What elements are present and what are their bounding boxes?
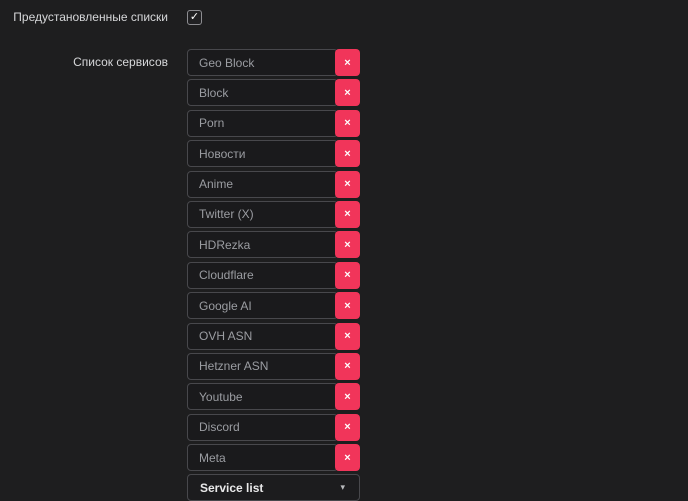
close-icon: × bbox=[344, 390, 351, 403]
remove-service-button[interactable]: × bbox=[335, 231, 360, 259]
service-list-item: Hetzner ASN × bbox=[187, 352, 360, 380]
service-name-field[interactable]: Meta bbox=[187, 444, 338, 472]
service-list-item: Youtube × bbox=[187, 383, 360, 411]
close-icon: × bbox=[344, 299, 351, 312]
close-icon: × bbox=[344, 208, 351, 221]
service-list-item: Porn × bbox=[187, 109, 360, 137]
service-name-field[interactable]: Discord bbox=[187, 413, 338, 441]
remove-service-button[interactable]: × bbox=[335, 49, 360, 76]
service-name-field[interactable]: OVH ASN bbox=[187, 322, 338, 350]
service-name-field[interactable]: HDRezka bbox=[187, 231, 338, 259]
service-name-field[interactable]: Anime bbox=[187, 170, 338, 198]
service-list-item: Новости × bbox=[187, 140, 360, 168]
remove-service-button[interactable]: × bbox=[335, 352, 360, 380]
preset-lists-checkbox[interactable]: ✓ bbox=[187, 9, 202, 25]
service-list-item: Anime × bbox=[187, 170, 360, 198]
close-icon: × bbox=[344, 360, 351, 373]
service-name-field[interactable]: Hetzner ASN bbox=[187, 352, 338, 380]
remove-service-button[interactable]: × bbox=[335, 79, 360, 107]
service-list: Geo Block × Block × Porn × Новости × Anime × Twitt… bbox=[187, 49, 360, 501]
remove-service-button[interactable]: × bbox=[335, 322, 360, 350]
service-name-field[interactable]: Youtube bbox=[187, 383, 338, 411]
close-icon: × bbox=[344, 269, 351, 282]
remove-service-button[interactable]: × bbox=[335, 140, 360, 168]
close-icon: × bbox=[344, 86, 351, 99]
service-name-field[interactable]: Новости bbox=[187, 140, 338, 168]
remove-service-button[interactable]: × bbox=[335, 444, 360, 472]
service-list-item: Google AI × bbox=[187, 292, 360, 320]
remove-service-button[interactable]: × bbox=[335, 109, 360, 137]
close-icon: × bbox=[344, 238, 351, 251]
check-icon: ✓ bbox=[189, 10, 200, 23]
service-list-item: Geo Block × bbox=[187, 49, 360, 76]
services-row: Список сервисов Geo Block × Block × Porn × Нов… bbox=[0, 49, 688, 501]
service-name-field[interactable]: Twitter (X) bbox=[187, 200, 338, 228]
services-label: Список сервисов bbox=[73, 55, 168, 69]
close-icon: × bbox=[344, 147, 351, 160]
service-name-field[interactable]: Porn bbox=[187, 109, 338, 137]
remove-service-button[interactable]: × bbox=[335, 261, 360, 289]
close-icon: × bbox=[344, 451, 351, 464]
remove-service-button[interactable]: × bbox=[335, 292, 360, 320]
service-list-dropdown-value: Service list bbox=[200, 480, 264, 495]
service-list-item: Twitter (X) × bbox=[187, 200, 360, 228]
remove-service-button[interactable]: × bbox=[335, 383, 360, 411]
service-list-item: OVH ASN × bbox=[187, 322, 360, 350]
remove-service-button[interactable]: × bbox=[335, 200, 360, 228]
service-list-item: Discord × bbox=[187, 413, 360, 441]
service-list-item: Meta × bbox=[187, 444, 360, 472]
close-icon: × bbox=[344, 56, 351, 69]
remove-service-button[interactable]: × bbox=[335, 170, 360, 198]
service-list-item: HDRezka × bbox=[187, 231, 360, 259]
service-list-item: Cloudflare × bbox=[187, 261, 360, 289]
close-icon: × bbox=[344, 117, 351, 130]
chevron-down-icon: ▾ bbox=[340, 482, 345, 493]
service-name-field[interactable]: Block bbox=[187, 79, 338, 107]
close-icon: × bbox=[344, 421, 351, 434]
service-name-field[interactable]: Geo Block bbox=[187, 49, 338, 76]
close-icon: × bbox=[344, 178, 351, 191]
service-name-field[interactable]: Google AI bbox=[187, 292, 338, 320]
preset-lists-label: Предустановленные списки bbox=[13, 9, 168, 24]
service-list-item: Block × bbox=[187, 79, 360, 107]
close-icon: × bbox=[344, 330, 351, 343]
remove-service-button[interactable]: × bbox=[335, 413, 360, 441]
service-name-field[interactable]: Cloudflare bbox=[187, 261, 338, 289]
service-list-dropdown[interactable]: Service list ▾ bbox=[187, 474, 360, 501]
preset-lists-row: Предустановленные списки ✓ bbox=[0, 6, 688, 28]
